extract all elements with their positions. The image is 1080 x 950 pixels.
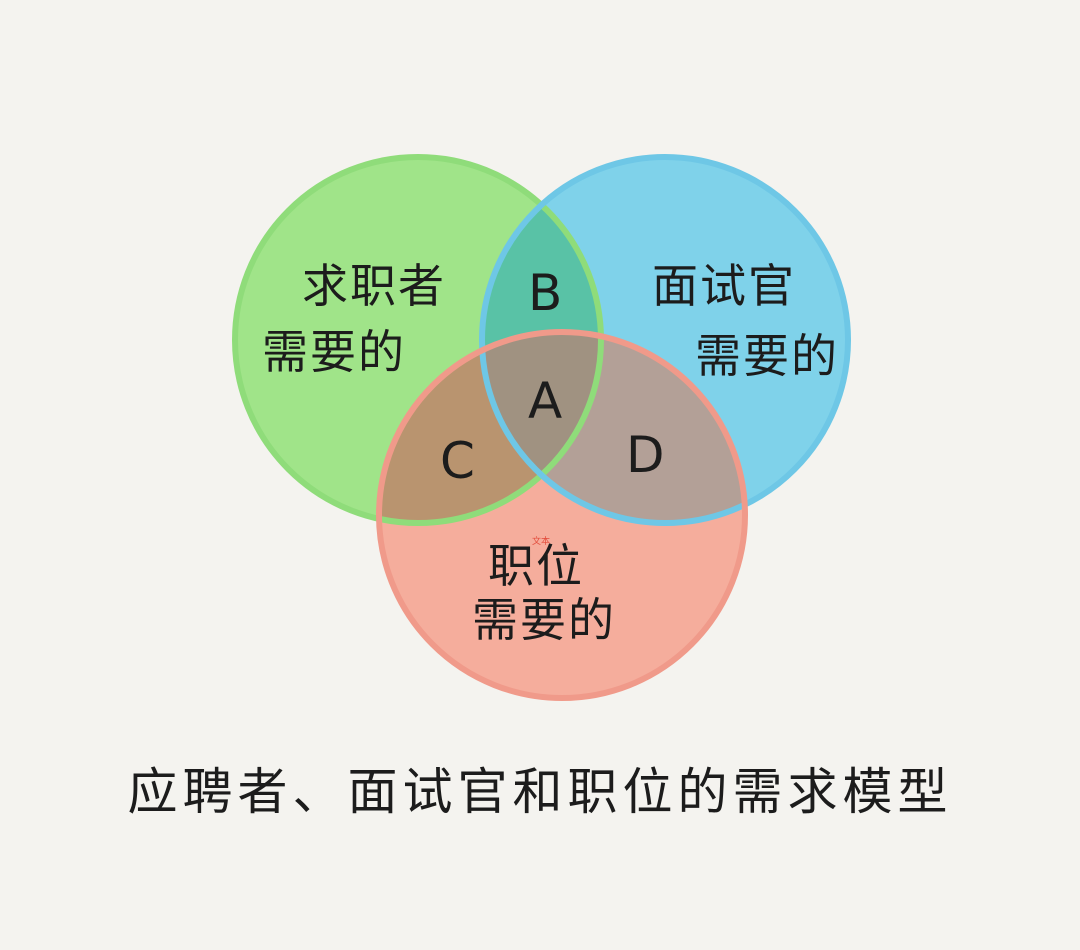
diagram-caption: 应聘者、面试官和职位的需求模型 [127,763,953,821]
position-label-line1: 职位 [488,539,584,593]
interviewer-label-line1: 面试官 [652,259,796,313]
small-red-mark: 文本 [532,535,550,547]
region-b-label: B [528,264,562,322]
region-d-label: D [626,426,665,484]
outline-interviewer [479,154,851,526]
interviewer-label-line2: 需要的 [695,329,839,383]
region-a-label: A [528,372,562,430]
jobseeker-label-line2: 需要的 [262,325,406,379]
outline-position [376,329,748,701]
outline-jobseeker [232,154,604,526]
position-label-line2: 需要的 [472,593,616,647]
region-c-label: C [440,432,475,490]
jobseeker-label-line1: 求职者 [302,259,446,313]
